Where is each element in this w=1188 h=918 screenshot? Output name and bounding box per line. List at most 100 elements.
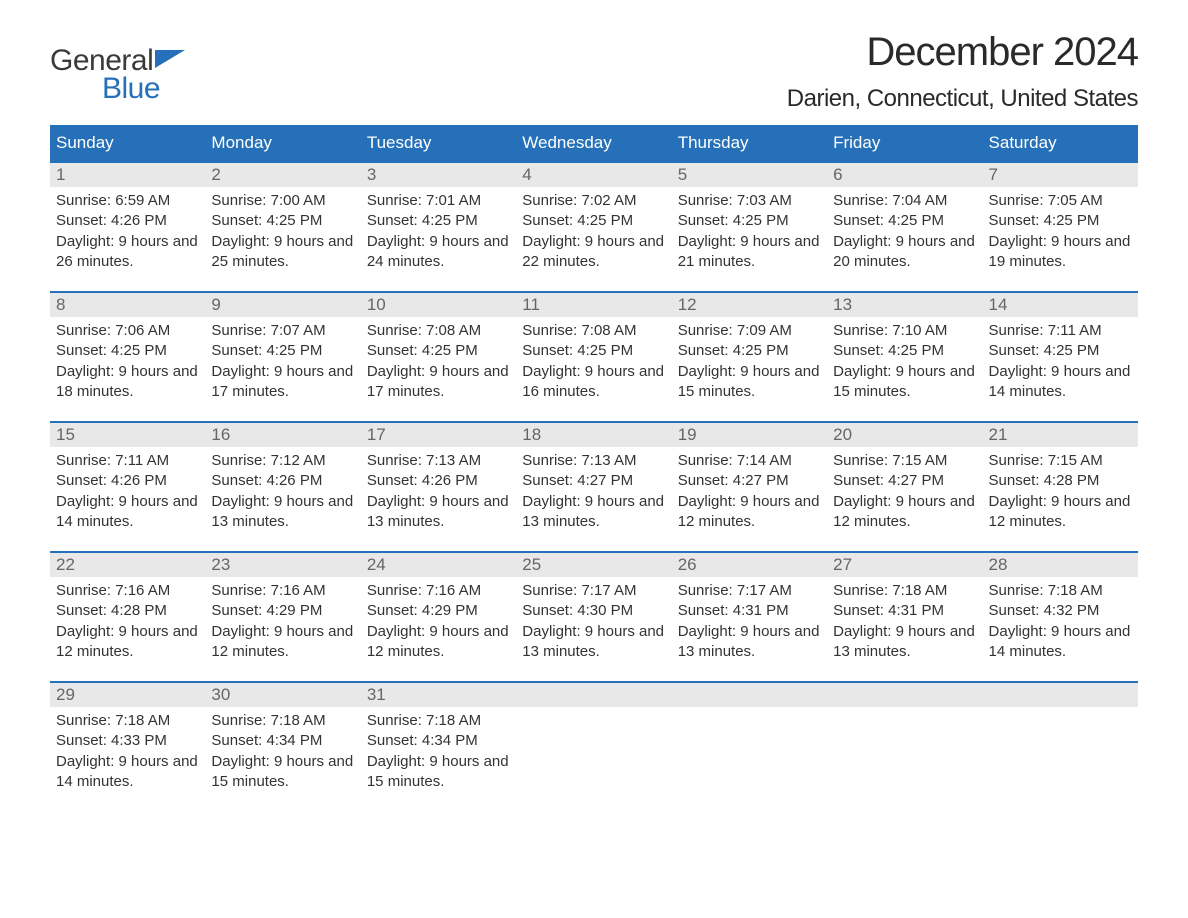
week-row: 15Sunrise: 7:11 AMSunset: 4:26 PMDayligh… bbox=[50, 421, 1138, 551]
day-num-row-empty bbox=[827, 683, 982, 707]
day-header-fri: Friday bbox=[827, 125, 982, 161]
day-num-row: 11 bbox=[516, 293, 671, 317]
day-cell: 12Sunrise: 7:09 AMSunset: 4:25 PMDayligh… bbox=[672, 293, 827, 421]
day-number: 3 bbox=[361, 163, 516, 187]
sunrise-text: Sunrise: 7:13 AM bbox=[367, 451, 510, 471]
daylight-text: Daylight: 9 hours and 22 minutes. bbox=[522, 232, 665, 273]
day-cell: 11Sunrise: 7:08 AMSunset: 4:25 PMDayligh… bbox=[516, 293, 671, 421]
daylight-text: Daylight: 9 hours and 14 minutes. bbox=[56, 492, 199, 533]
daylight-text: Daylight: 9 hours and 26 minutes. bbox=[56, 232, 199, 273]
week-row: 22Sunrise: 7:16 AMSunset: 4:28 PMDayligh… bbox=[50, 551, 1138, 681]
week-row: 8Sunrise: 7:06 AMSunset: 4:25 PMDaylight… bbox=[50, 291, 1138, 421]
daylight-text: Daylight: 9 hours and 16 minutes. bbox=[522, 362, 665, 403]
day-num-row-empty bbox=[516, 683, 671, 707]
sunrise-text: Sunrise: 6:59 AM bbox=[56, 191, 199, 211]
daylight-text: Daylight: 9 hours and 12 minutes. bbox=[833, 492, 976, 533]
day-number: 29 bbox=[50, 683, 205, 707]
day-body: Sunrise: 7:11 AMSunset: 4:25 PMDaylight:… bbox=[983, 317, 1138, 408]
day-cell: 24Sunrise: 7:16 AMSunset: 4:29 PMDayligh… bbox=[361, 553, 516, 681]
day-body: Sunrise: 7:18 AMSunset: 4:32 PMDaylight:… bbox=[983, 577, 1138, 668]
daylight-text: Daylight: 9 hours and 17 minutes. bbox=[367, 362, 510, 403]
day-num-row: 14 bbox=[983, 293, 1138, 317]
daylight-text: Daylight: 9 hours and 12 minutes. bbox=[56, 622, 199, 663]
daylight-text: Daylight: 9 hours and 25 minutes. bbox=[211, 232, 354, 273]
sunrise-text: Sunrise: 7:08 AM bbox=[522, 321, 665, 341]
day-body: Sunrise: 7:16 AMSunset: 4:28 PMDaylight:… bbox=[50, 577, 205, 668]
day-cell: 29Sunrise: 7:18 AMSunset: 4:33 PMDayligh… bbox=[50, 683, 205, 811]
sunrise-text: Sunrise: 7:18 AM bbox=[211, 711, 354, 731]
sunrise-text: Sunrise: 7:13 AM bbox=[522, 451, 665, 471]
day-body: Sunrise: 7:16 AMSunset: 4:29 PMDaylight:… bbox=[205, 577, 360, 668]
daylight-text: Daylight: 9 hours and 18 minutes. bbox=[56, 362, 199, 403]
sunset-text: Sunset: 4:25 PM bbox=[56, 341, 199, 361]
day-cell: 28Sunrise: 7:18 AMSunset: 4:32 PMDayligh… bbox=[983, 553, 1138, 681]
day-cell: 6Sunrise: 7:04 AMSunset: 4:25 PMDaylight… bbox=[827, 163, 982, 291]
sunrise-text: Sunrise: 7:05 AM bbox=[989, 191, 1132, 211]
daylight-text: Daylight: 9 hours and 20 minutes. bbox=[833, 232, 976, 273]
day-number: 6 bbox=[827, 163, 982, 187]
day-body: Sunrise: 7:18 AMSunset: 4:34 PMDaylight:… bbox=[205, 707, 360, 798]
sunrise-text: Sunrise: 7:11 AM bbox=[989, 321, 1132, 341]
day-header-wed: Wednesday bbox=[516, 125, 671, 161]
day-body: Sunrise: 7:18 AMSunset: 4:34 PMDaylight:… bbox=[361, 707, 516, 798]
day-num-row: 9 bbox=[205, 293, 360, 317]
day-number: 9 bbox=[205, 293, 360, 317]
sunset-text: Sunset: 4:29 PM bbox=[211, 601, 354, 621]
header: General Blue December 2024 Darien, Conne… bbox=[50, 30, 1138, 113]
day-body: Sunrise: 7:13 AMSunset: 4:27 PMDaylight:… bbox=[516, 447, 671, 538]
daylight-text: Daylight: 9 hours and 21 minutes. bbox=[678, 232, 821, 273]
day-num-row: 27 bbox=[827, 553, 982, 577]
day-cell: 26Sunrise: 7:17 AMSunset: 4:31 PMDayligh… bbox=[672, 553, 827, 681]
day-number: 14 bbox=[983, 293, 1138, 317]
daylight-text: Daylight: 9 hours and 15 minutes. bbox=[211, 752, 354, 793]
day-num-row: 29 bbox=[50, 683, 205, 707]
sunrise-text: Sunrise: 7:06 AM bbox=[56, 321, 199, 341]
sunset-text: Sunset: 4:31 PM bbox=[833, 601, 976, 621]
sunrise-text: Sunrise: 7:15 AM bbox=[989, 451, 1132, 471]
day-cell: 4Sunrise: 7:02 AMSunset: 4:25 PMDaylight… bbox=[516, 163, 671, 291]
sunrise-text: Sunrise: 7:11 AM bbox=[56, 451, 199, 471]
day-number: 19 bbox=[672, 423, 827, 447]
day-num-row: 12 bbox=[672, 293, 827, 317]
day-num-row: 19 bbox=[672, 423, 827, 447]
day-cell: 7Sunrise: 7:05 AMSunset: 4:25 PMDaylight… bbox=[983, 163, 1138, 291]
day-cell bbox=[983, 683, 1138, 811]
day-number: 24 bbox=[361, 553, 516, 577]
daylight-text: Daylight: 9 hours and 14 minutes. bbox=[989, 362, 1132, 403]
sunrise-text: Sunrise: 7:00 AM bbox=[211, 191, 354, 211]
day-body: Sunrise: 7:03 AMSunset: 4:25 PMDaylight:… bbox=[672, 187, 827, 278]
day-number: 15 bbox=[50, 423, 205, 447]
daylight-text: Daylight: 9 hours and 14 minutes. bbox=[56, 752, 199, 793]
day-body: Sunrise: 7:12 AMSunset: 4:26 PMDaylight:… bbox=[205, 447, 360, 538]
day-num-row: 20 bbox=[827, 423, 982, 447]
day-number: 18 bbox=[516, 423, 671, 447]
day-body: Sunrise: 7:09 AMSunset: 4:25 PMDaylight:… bbox=[672, 317, 827, 408]
day-body: Sunrise: 6:59 AMSunset: 4:26 PMDaylight:… bbox=[50, 187, 205, 278]
day-num-row: 4 bbox=[516, 163, 671, 187]
week-row: 1Sunrise: 6:59 AMSunset: 4:26 PMDaylight… bbox=[50, 161, 1138, 291]
sunset-text: Sunset: 4:26 PM bbox=[56, 471, 199, 491]
sunset-text: Sunset: 4:25 PM bbox=[211, 211, 354, 231]
daylight-text: Daylight: 9 hours and 13 minutes. bbox=[833, 622, 976, 663]
day-number: 10 bbox=[361, 293, 516, 317]
day-body: Sunrise: 7:15 AMSunset: 4:28 PMDaylight:… bbox=[983, 447, 1138, 538]
sunrise-text: Sunrise: 7:16 AM bbox=[367, 581, 510, 601]
day-num-row: 2 bbox=[205, 163, 360, 187]
sunset-text: Sunset: 4:25 PM bbox=[522, 341, 665, 361]
weeks-container: 1Sunrise: 6:59 AMSunset: 4:26 PMDaylight… bbox=[50, 161, 1138, 811]
daylight-text: Daylight: 9 hours and 13 minutes. bbox=[678, 622, 821, 663]
sunrise-text: Sunrise: 7:18 AM bbox=[833, 581, 976, 601]
sunrise-text: Sunrise: 7:17 AM bbox=[522, 581, 665, 601]
day-body: Sunrise: 7:08 AMSunset: 4:25 PMDaylight:… bbox=[516, 317, 671, 408]
day-cell: 18Sunrise: 7:13 AMSunset: 4:27 PMDayligh… bbox=[516, 423, 671, 551]
day-num-row: 24 bbox=[361, 553, 516, 577]
day-body: Sunrise: 7:17 AMSunset: 4:30 PMDaylight:… bbox=[516, 577, 671, 668]
day-body: Sunrise: 7:07 AMSunset: 4:25 PMDaylight:… bbox=[205, 317, 360, 408]
day-number: 8 bbox=[50, 293, 205, 317]
sunrise-text: Sunrise: 7:10 AM bbox=[833, 321, 976, 341]
day-header-tue: Tuesday bbox=[361, 125, 516, 161]
day-num-row: 6 bbox=[827, 163, 982, 187]
sunrise-text: Sunrise: 7:12 AM bbox=[211, 451, 354, 471]
day-num-row: 22 bbox=[50, 553, 205, 577]
day-body: Sunrise: 7:18 AMSunset: 4:31 PMDaylight:… bbox=[827, 577, 982, 668]
